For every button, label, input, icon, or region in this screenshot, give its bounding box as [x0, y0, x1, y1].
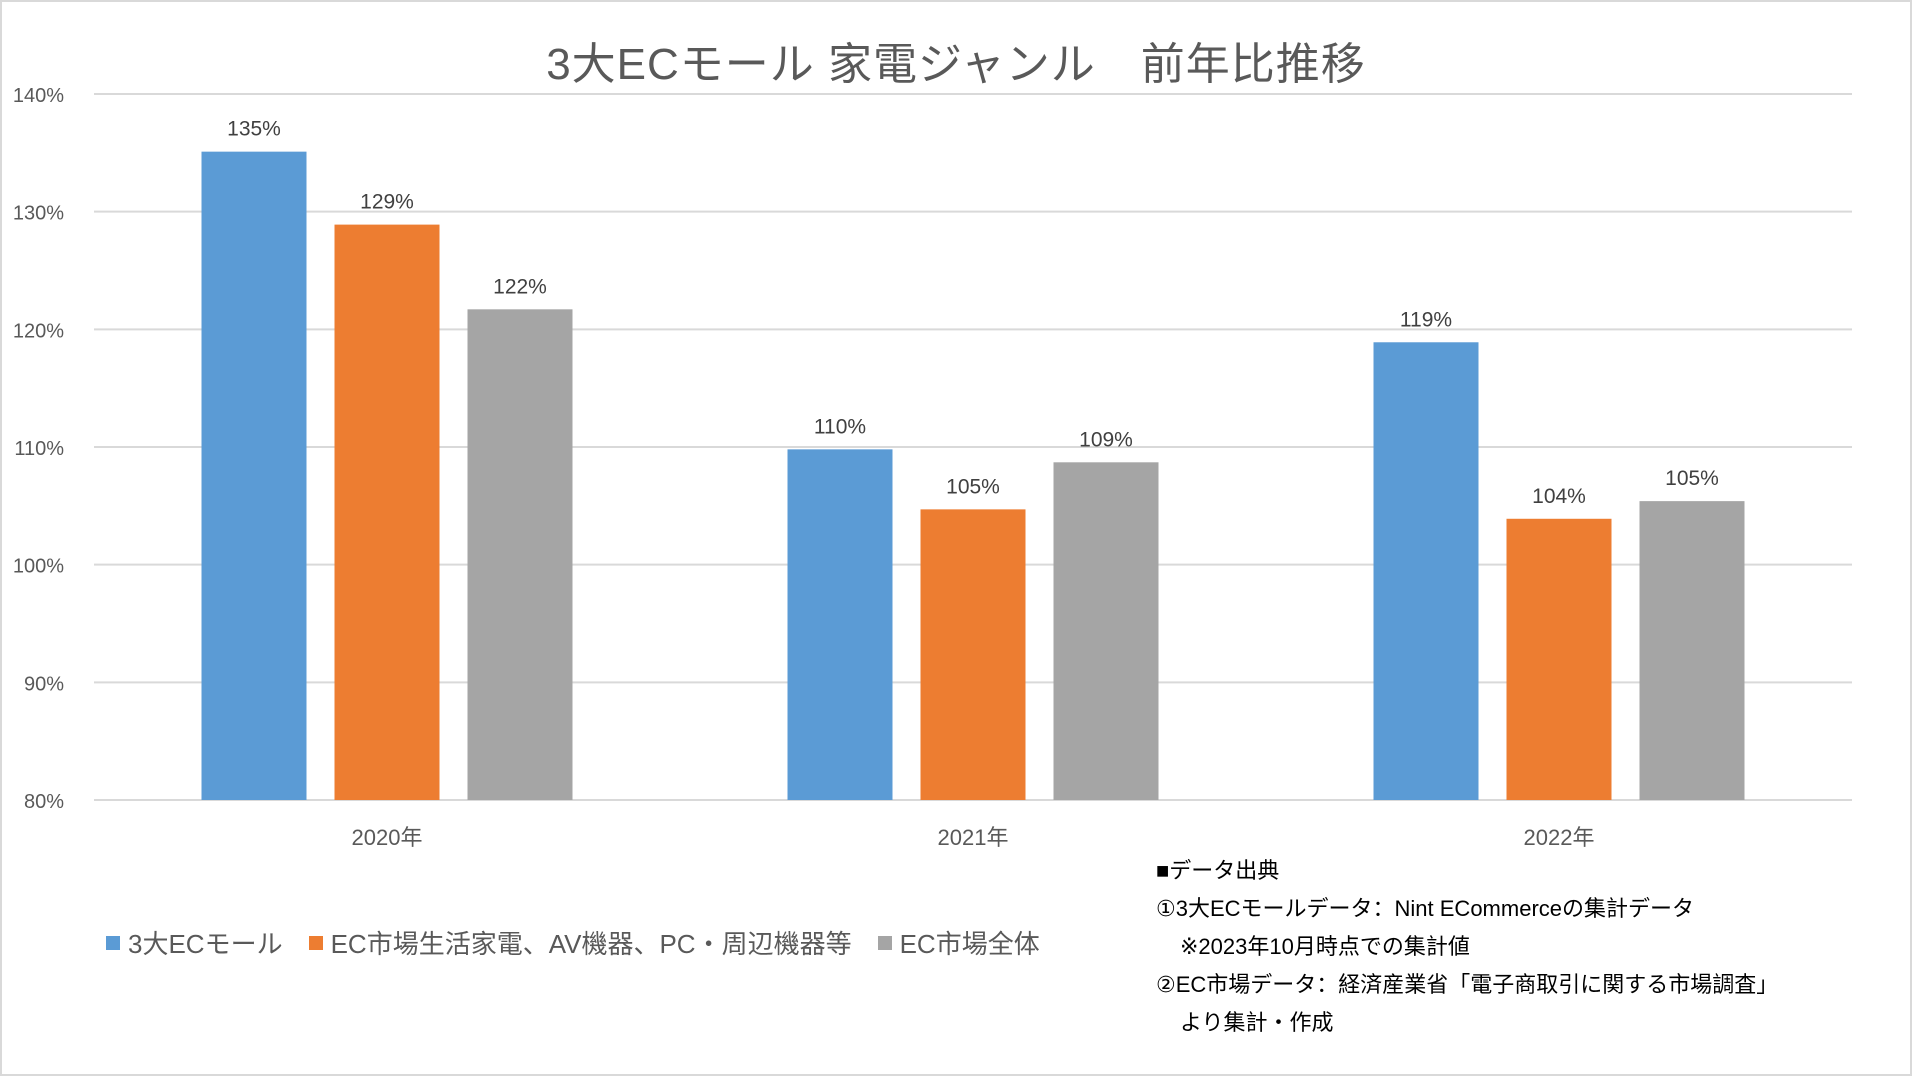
y-tick-label: 120%	[13, 320, 64, 342]
legend-item-3dai-ec-mall[interactable]: 3大ECモール	[106, 924, 283, 961]
bar	[201, 151, 307, 800]
bar	[1053, 462, 1159, 800]
legend-item-ec-market-total[interactable]: EC市場全体	[877, 924, 1040, 961]
legend-label: 3大ECモール	[128, 929, 283, 959]
y-tick-label: 90%	[24, 673, 64, 695]
bar	[1639, 501, 1745, 800]
y-tick-label: 140%	[13, 85, 64, 107]
data-label: 105%	[946, 475, 1000, 498]
data-label: 110%	[814, 415, 866, 438]
bar	[1373, 342, 1479, 800]
data-label: 135%	[227, 118, 281, 141]
source-line-3: ②EC市場データ：経済産業省「電子商取引に関する市場調査」	[1156, 972, 1779, 997]
bar	[787, 449, 893, 800]
source-line-1: ①3大ECモールデータ：Nint ECommerceの集計データ	[1156, 896, 1695, 921]
y-tick-label: 80%	[24, 791, 64, 813]
bar	[467, 309, 573, 800]
bar	[1506, 518, 1612, 800]
y-tick-label: 130%	[13, 203, 64, 225]
legend-label: EC市場生活家電、AV機器、PC・周辺機器等	[330, 929, 852, 959]
source-line-2: ※2023年10月時点での集計値	[1180, 934, 1470, 959]
x-tick-label: 2021年	[938, 825, 1009, 850]
legend-label: EC市場全体	[899, 929, 1040, 959]
y-tick-label: 100%	[13, 556, 64, 578]
bar	[920, 509, 1026, 800]
legend-swatch-blue	[106, 935, 120, 950]
source-line-4: より集計・作成	[1180, 1010, 1334, 1035]
y-tick-label: 110%	[14, 438, 64, 460]
data-label: 119%	[1400, 308, 1452, 331]
legend-swatch-orange	[308, 935, 323, 950]
x-tick-label: 2020年	[352, 825, 423, 850]
x-tick-label: 2022年	[1524, 825, 1595, 850]
chart-legend: 3大ECモール EC市場生活家電、AV機器、PC・周辺機器等 EC市場全体	[106, 924, 1040, 961]
data-source-note: ■データ出典 ①3大ECモールデータ：Nint ECommerceの集計データ …	[1156, 852, 1778, 1042]
data-label: 105%	[1665, 467, 1719, 490]
chart-title: 3大ECモール 家電ジャンル 前年比推移	[546, 40, 1366, 89]
source-heading: ■データ出典	[1156, 858, 1280, 883]
data-label: 109%	[1079, 428, 1133, 451]
legend-swatch-gray	[877, 935, 892, 950]
legend-item-ec-appliances[interactable]: EC市場生活家電、AV機器、PC・周辺機器等	[308, 924, 852, 961]
bar	[334, 224, 440, 801]
data-label: 104%	[1532, 485, 1586, 508]
data-label: 122%	[493, 275, 547, 298]
data-label: 129%	[360, 191, 414, 214]
